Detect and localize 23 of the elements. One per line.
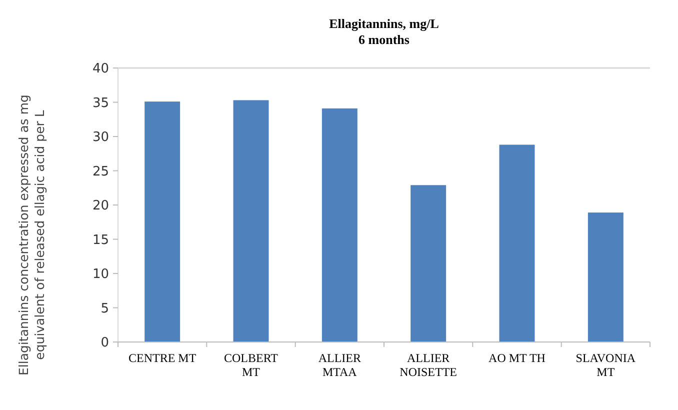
x-tick-label: AO MT TH [488,351,546,365]
y-tick-label: 0 [100,336,109,351]
x-tick-label: ALLIER MTAA [318,351,361,379]
bar [499,144,535,342]
x-tick-label: CENTRE MT [128,351,197,365]
x-tick-label: COLBERT MT [224,351,279,379]
x-tick-label: ALLIER NOISETTE [400,351,457,379]
y-tick-label: 25 [92,164,109,180]
y-tick-label: 5 [100,301,109,316]
bar [144,102,180,342]
y-tick-label: 40 [92,62,109,77]
bar [322,108,358,342]
y-tick-label: 10 [92,267,109,282]
y-tick-label: 15 [92,232,109,248]
bar [410,185,446,342]
y-axis-title: Ellagitannins concentration expressed as mg equivalent of released ellagic acid per L [16,94,47,376]
bar [233,100,269,342]
chart-title: Ellagitannins, mg/L 6 months [329,16,440,47]
y-tick-label: 20 [92,198,109,214]
y-tick-label: 35 [92,96,109,111]
bar [588,212,624,342]
x-tick-label: SLAVONIA MT [576,351,636,379]
y-tick-label: 30 [92,130,109,146]
